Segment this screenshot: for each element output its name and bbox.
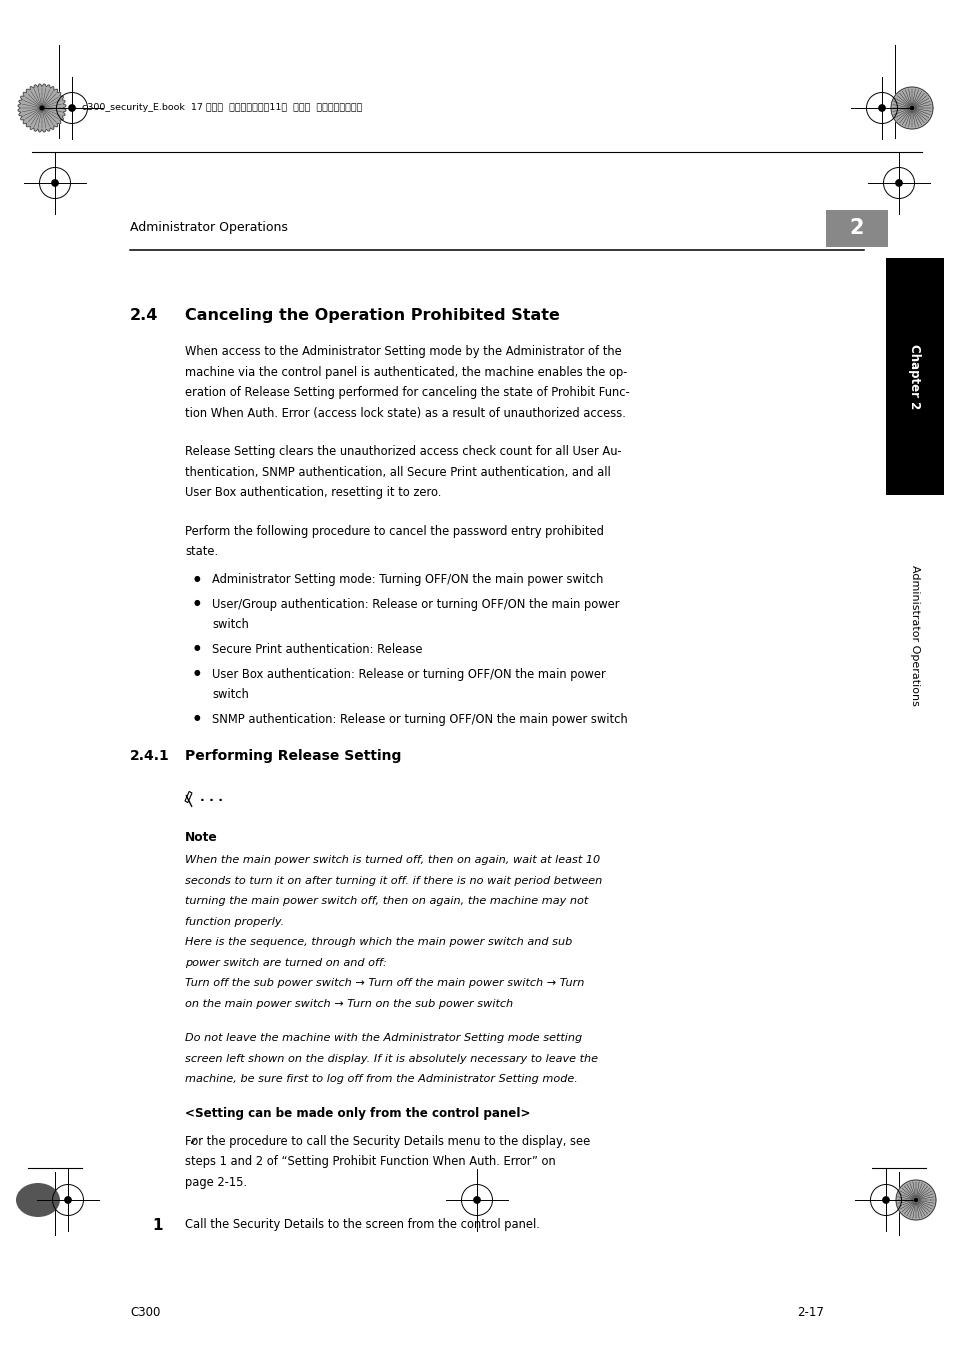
- Text: Do not leave the machine with the Administrator Setting mode setting: Do not leave the machine with the Admini…: [185, 1033, 581, 1044]
- Text: on the main power switch → Turn on the sub power switch: on the main power switch → Turn on the s…: [185, 999, 513, 1008]
- Text: switch: switch: [212, 688, 249, 701]
- Text: User Box authentication, resetting it to zero.: User Box authentication, resetting it to…: [185, 486, 441, 500]
- Text: ●: ●: [193, 643, 200, 652]
- Text: Performing Release Setting: Performing Release Setting: [185, 749, 401, 763]
- Circle shape: [68, 104, 76, 112]
- Text: Perform the following procedure to cancel the password entry prohibited: Perform the following procedure to cance…: [185, 525, 603, 537]
- Text: 2-17: 2-17: [797, 1305, 823, 1319]
- Text: ●: ●: [193, 574, 200, 582]
- Text: 2.4.1: 2.4.1: [130, 749, 170, 763]
- Text: User Box authentication: Release or turning OFF/ON the main power: User Box authentication: Release or turn…: [212, 667, 605, 680]
- Text: Administrator Setting mode: Turning OFF/ON the main power switch: Administrator Setting mode: Turning OFF/…: [212, 574, 602, 586]
- Circle shape: [51, 180, 59, 186]
- Text: machine via the control panel is authenticated, the machine enables the op-: machine via the control panel is authent…: [185, 366, 627, 378]
- Text: SNMP authentication: Release or turning OFF/ON the main power switch: SNMP authentication: Release or turning …: [212, 713, 627, 725]
- Text: C300: C300: [130, 1305, 160, 1319]
- Text: Canceling the Operation Prohibited State: Canceling the Operation Prohibited State: [185, 308, 559, 323]
- Circle shape: [64, 1196, 71, 1204]
- Text: steps 1 and 2 of “Setting Prohibit Function When Auth. Error” on: steps 1 and 2 of “Setting Prohibit Funct…: [185, 1156, 556, 1168]
- Text: Here is the sequence, through which the main power switch and sub: Here is the sequence, through which the …: [185, 937, 572, 946]
- Text: power switch are turned on and off:: power switch are turned on and off:: [185, 957, 386, 968]
- Text: <Setting can be made only from the control panel>: <Setting can be made only from the contr…: [185, 1107, 530, 1119]
- Text: Administrator Operations: Administrator Operations: [909, 564, 919, 706]
- Text: When the main power switch is turned off, then on again, wait at least 10: When the main power switch is turned off…: [185, 855, 599, 865]
- Circle shape: [894, 180, 902, 186]
- Text: Secure Print authentication: Release: Secure Print authentication: Release: [212, 643, 422, 656]
- Bar: [885, 258, 943, 495]
- Text: thentication, SNMP authentication, all Secure Print authentication, and all: thentication, SNMP authentication, all S…: [185, 466, 610, 478]
- Text: 2: 2: [849, 219, 863, 239]
- Text: ●: ●: [193, 713, 200, 721]
- Text: machine, be sure first to log off from the Administrator Setting mode.: machine, be sure first to log off from t…: [185, 1075, 578, 1084]
- Circle shape: [877, 104, 885, 112]
- Text: state.: state.: [185, 545, 218, 558]
- Text: Administrator Operations: Administrator Operations: [130, 221, 288, 235]
- Ellipse shape: [16, 1183, 60, 1216]
- Text: User/Group authentication: Release or turning OFF/ON the main power: User/Group authentication: Release or tu…: [212, 598, 618, 612]
- Text: eration of Release Setting performed for canceling the state of Prohibit Func-: eration of Release Setting performed for…: [185, 386, 629, 400]
- Text: Chapter 2: Chapter 2: [907, 344, 921, 409]
- Text: seconds to turn it on after turning it off. if there is no wait period between: seconds to turn it on after turning it o…: [185, 876, 601, 886]
- Text: c300_security_E.book  17 ページ  ２００７年４月11日  水曜日  午前１０時４２分: c300_security_E.book 17 ページ ２００７年４月11日 水…: [82, 104, 362, 112]
- Text: turning the main power switch off, then on again, the machine may not: turning the main power switch off, then …: [185, 896, 588, 906]
- Text: switch: switch: [212, 618, 249, 632]
- Text: Call the Security Details to the screen from the control panel.: Call the Security Details to the screen …: [185, 1218, 539, 1231]
- Circle shape: [882, 1196, 889, 1204]
- Circle shape: [39, 105, 45, 111]
- Text: ●: ●: [193, 598, 200, 608]
- Text: tion When Auth. Error (access lock state) as a result of unauthorized access.: tion When Auth. Error (access lock state…: [185, 406, 625, 420]
- Polygon shape: [895, 1180, 935, 1220]
- Text: page 2-15.: page 2-15.: [185, 1176, 247, 1188]
- Text: . . .: . . .: [200, 791, 223, 803]
- Text: ●: ●: [193, 667, 200, 676]
- Text: 2.4: 2.4: [130, 308, 158, 323]
- Text: Release Setting clears the unauthorized access check count for all User Au-: Release Setting clears the unauthorized …: [185, 446, 621, 458]
- Text: ✓: ✓: [188, 1134, 197, 1148]
- Text: 1: 1: [152, 1218, 162, 1233]
- Text: function properly.: function properly.: [185, 917, 284, 926]
- Bar: [825, 211, 887, 247]
- Text: For the procedure to call the Security Details menu to the display, see: For the procedure to call the Security D…: [185, 1134, 590, 1148]
- Polygon shape: [890, 86, 932, 130]
- Circle shape: [473, 1196, 480, 1204]
- Text: Note: Note: [185, 832, 217, 844]
- Text: screen left shown on the display. If it is absolutely necessary to leave the: screen left shown on the display. If it …: [185, 1053, 598, 1064]
- Polygon shape: [18, 84, 66, 132]
- Text: When access to the Administrator Setting mode by the Administrator of the: When access to the Administrator Setting…: [185, 346, 621, 358]
- Circle shape: [908, 105, 914, 111]
- Circle shape: [913, 1197, 918, 1203]
- Text: Turn off the sub power switch → Turn off the main power switch → Turn: Turn off the sub power switch → Turn off…: [185, 977, 584, 988]
